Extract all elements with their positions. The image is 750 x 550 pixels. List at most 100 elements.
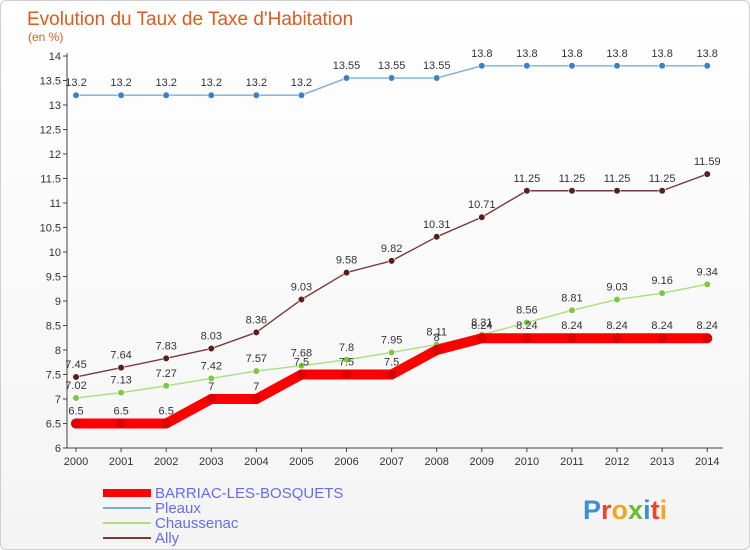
data-label: 13.8 bbox=[516, 48, 537, 60]
data-label: 10.71 bbox=[468, 199, 496, 211]
data-point bbox=[342, 74, 351, 82]
logo-letter: t bbox=[651, 495, 660, 525]
data-point bbox=[568, 187, 576, 195]
y-tick-label: 10 bbox=[49, 247, 61, 259]
data-point bbox=[658, 289, 666, 297]
logo-letter: P bbox=[583, 495, 601, 525]
data-point bbox=[523, 318, 531, 327]
data-label: 13.2 bbox=[291, 77, 312, 89]
data-label: 7.8 bbox=[339, 342, 354, 354]
data-point bbox=[612, 333, 623, 344]
x-tick-label: 2013 bbox=[650, 456, 674, 468]
y-tick-label: 9 bbox=[55, 296, 61, 308]
data-point bbox=[72, 373, 80, 381]
x-tick-label: 2010 bbox=[515, 456, 539, 468]
data-label: 8.56 bbox=[516, 305, 537, 317]
data-label: 9.03 bbox=[291, 282, 312, 294]
x-tick-label: 2007 bbox=[379, 456, 403, 468]
series-barriac-les-bosquets: 6.5 6.5 6.5 7 7 7.5 7.5 7.5 8 8.24 8.24 8.24 8.24 8.2… bbox=[68, 320, 718, 429]
data-point bbox=[207, 344, 215, 353]
data-label: 10.31 bbox=[423, 219, 451, 231]
y-tick-label: 6.5 bbox=[46, 419, 61, 431]
x-tick-label: 2009 bbox=[470, 456, 494, 468]
data-point bbox=[252, 367, 260, 375]
data-label: 6.5 bbox=[113, 406, 128, 418]
data-label: 7.13 bbox=[110, 375, 131, 387]
x-tick-label: 2001 bbox=[109, 456, 133, 468]
data-point bbox=[117, 91, 125, 99]
data-point bbox=[252, 91, 260, 99]
series-pleaux: 13.2 13.2 13.2 13.2 13.2 13.2 13.55 13.55 13.55 1… bbox=[65, 48, 718, 99]
data-point bbox=[162, 382, 170, 390]
data-label: 7.5 bbox=[339, 357, 354, 369]
data-label: 7.83 bbox=[155, 340, 176, 352]
data-label: 7 bbox=[208, 381, 214, 393]
data-point bbox=[568, 306, 576, 314]
data-label: 8.24 bbox=[471, 320, 492, 332]
data-point bbox=[478, 213, 486, 221]
data-point bbox=[72, 394, 80, 402]
data-point bbox=[207, 374, 215, 383]
axes: 6 6.5 7 7.5 8 8.5 9 9.5 10 10.5 11 11.5 12 12.5 13 13.5… bbox=[40, 51, 723, 468]
data-point bbox=[388, 348, 396, 357]
x-tick-label: 2004 bbox=[244, 456, 268, 468]
data-point bbox=[657, 333, 668, 344]
data-label: 13.55 bbox=[378, 60, 406, 72]
data-point bbox=[296, 369, 307, 380]
data-label: 13.2 bbox=[65, 77, 86, 89]
data-point bbox=[251, 394, 262, 404]
chart-title: Evolution du Taux de Taxe d'Habitation bbox=[27, 9, 353, 30]
data-label: 8.11 bbox=[426, 327, 447, 339]
data-label: 8.03 bbox=[201, 331, 222, 343]
data-point bbox=[476, 333, 487, 344]
legend-entry: BARRIAC-LES-BOSQUETS bbox=[155, 485, 343, 502]
logo-letter: i bbox=[643, 495, 651, 525]
data-label: 6.5 bbox=[68, 406, 83, 418]
data-point bbox=[161, 418, 172, 429]
data-label: 8.24 bbox=[697, 320, 718, 332]
data-point bbox=[72, 91, 80, 99]
data-label: 13.2 bbox=[201, 77, 222, 89]
data-label: 6.5 bbox=[159, 406, 174, 418]
data-label: 7.45 bbox=[65, 359, 86, 371]
x-tick-label: 2003 bbox=[199, 456, 223, 468]
y-tick-label: 8 bbox=[55, 345, 61, 357]
data-point bbox=[431, 345, 442, 355]
data-label: 9.34 bbox=[697, 266, 718, 278]
x-tick-label: 2012 bbox=[605, 456, 629, 468]
x-tick-label: 2011 bbox=[560, 456, 584, 468]
y-tick-label: 12.5 bbox=[40, 125, 61, 137]
data-point bbox=[388, 257, 396, 265]
data-label: 9.16 bbox=[651, 275, 672, 287]
data-label: 13.2 bbox=[155, 77, 176, 89]
data-point bbox=[703, 62, 711, 70]
data-point bbox=[297, 362, 306, 370]
data-label: 13.2 bbox=[110, 77, 131, 89]
data-point bbox=[703, 170, 711, 178]
data-point bbox=[162, 354, 170, 362]
data-label: 7.68 bbox=[291, 348, 312, 360]
data-point bbox=[386, 369, 397, 380]
data-label: 13.8 bbox=[471, 48, 492, 60]
data-label: 7.02 bbox=[65, 380, 86, 392]
y-tick-label: 13 bbox=[49, 100, 61, 112]
data-label: 8.24 bbox=[606, 320, 627, 332]
series-ally: 7.45 7.64 7.83 8.03 8.36 9.03 9.58 9.82 10.31 10.… bbox=[65, 156, 721, 381]
data-point bbox=[658, 187, 666, 195]
y-tick-label: 10.5 bbox=[40, 223, 61, 235]
data-point bbox=[206, 394, 217, 404]
legend-entry: Ally bbox=[155, 530, 180, 547]
data-label: 7.64 bbox=[110, 350, 131, 362]
data-point bbox=[388, 74, 396, 82]
y-tick-label: 6 bbox=[55, 443, 61, 455]
logo-letter: r bbox=[601, 495, 612, 525]
y-tick-label: 7.5 bbox=[46, 370, 61, 382]
legend-entry: Pleaux bbox=[155, 500, 201, 517]
logo-text: Proxiti bbox=[583, 495, 667, 525]
data-point bbox=[341, 369, 352, 380]
data-point bbox=[71, 418, 82, 429]
data-point bbox=[703, 280, 711, 288]
data-point bbox=[658, 62, 666, 70]
data-point bbox=[433, 233, 441, 241]
data-label: 11.25 bbox=[604, 173, 631, 185]
